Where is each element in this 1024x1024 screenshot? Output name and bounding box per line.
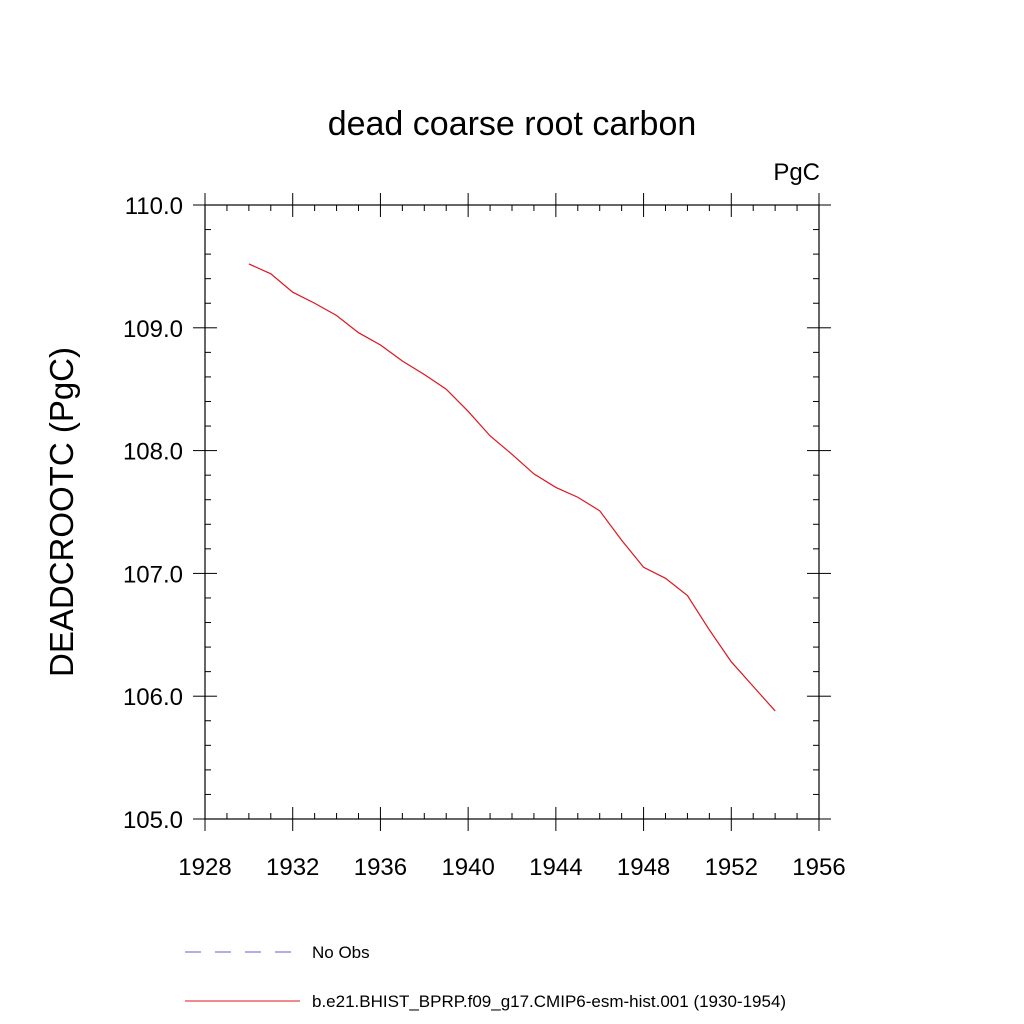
units-label: PgC <box>773 159 820 186</box>
y-tick-label: 110.0 <box>125 193 183 220</box>
x-tick-label: 1940 <box>441 854 494 881</box>
x-tick-label: 1956 <box>792 854 845 881</box>
legend: No Obs b.e21.BHIST_BPRP.f09_g17.CMIP6-esm… <box>185 943 786 1011</box>
legend-label-1: b.e21.BHIST_BPRP.f09_g17.CMIP6-esm-hist.… <box>312 992 786 1011</box>
y-tick-label: 105.0 <box>123 807 183 834</box>
y-tick-label: 106.0 <box>123 684 183 711</box>
x-axis: 1928 1932 1936 1940 1944 1948 1952 1956 <box>178 193 846 881</box>
x-tick-label: 1936 <box>354 854 407 881</box>
y-axis: 105.0 106.0 107.0 108.0 109.0 110.0 <box>123 193 831 834</box>
legend-label-0: No Obs <box>312 943 370 962</box>
series-line-1 <box>248 263 776 712</box>
plot-frame <box>204 204 820 820</box>
series-layer <box>248 263 776 712</box>
x-tick-label: 1932 <box>266 854 319 881</box>
y-tick-label: 107.0 <box>123 561 183 588</box>
x-tick-label: 1944 <box>529 854 582 881</box>
x-tick-label: 1948 <box>617 854 670 881</box>
y-tick-label: 108.0 <box>123 439 183 466</box>
x-tick-label: 1952 <box>705 854 758 881</box>
x-tick-label: 1928 <box>178 854 231 881</box>
y-axis-label: DEADCROOTC (PgC) <box>43 347 80 677</box>
chart-title: dead coarse root carbon <box>328 105 697 143</box>
y-tick-label: 109.0 <box>123 316 183 343</box>
